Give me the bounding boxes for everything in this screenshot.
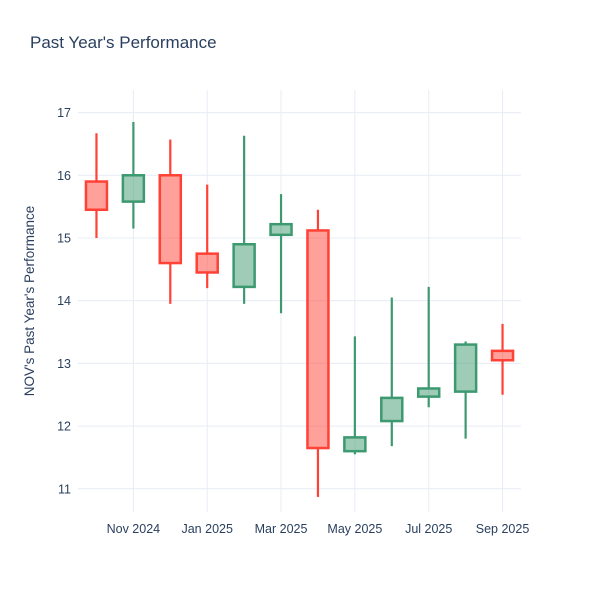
candle-body — [158, 174, 183, 265]
candle-aug-2025[interactable] — [453, 341, 478, 439]
candle-jan-2025[interactable] — [195, 184, 219, 289]
candle-nov-2024[interactable] — [121, 121, 146, 229]
x-tick-label: Jul 2025 — [405, 522, 452, 536]
x-tick-label: Jan 2025 — [181, 522, 232, 536]
y-tick-label: 16 — [57, 169, 71, 183]
candle-body — [343, 436, 367, 453]
y-tick-label: 14 — [57, 294, 71, 308]
y-tick-label: 17 — [57, 106, 71, 120]
candle-body — [84, 180, 109, 212]
x-tick-label: Sep 2025 — [476, 522, 530, 536]
candle-oct-2024[interactable] — [84, 133, 109, 238]
y-axis-title: NOV's Past Year's Performance — [22, 206, 37, 397]
candle-body — [306, 229, 330, 450]
candle-mar-2025[interactable] — [269, 194, 293, 314]
candle-body — [195, 252, 219, 274]
candle-feb-2025[interactable] — [232, 135, 256, 304]
candle-body — [490, 349, 515, 362]
candle-body — [269, 222, 293, 237]
candle-may-2025[interactable] — [343, 336, 367, 455]
y-tick-label: 12 — [57, 420, 71, 434]
candle-body — [416, 387, 441, 398]
candle-body — [232, 243, 256, 289]
x-tick-label: Mar 2025 — [255, 522, 308, 536]
y-tick-label: 11 — [58, 482, 71, 496]
candle-apr-2025[interactable] — [306, 209, 330, 497]
y-tick-label: 15 — [57, 231, 71, 245]
x-tick-label: May 2025 — [327, 522, 382, 536]
chart-title: Past Year's Performance — [30, 33, 217, 52]
x-tick-label: Nov 2024 — [107, 522, 161, 536]
candle-jun-2025[interactable] — [380, 297, 404, 447]
candle-body — [121, 174, 146, 203]
candle-sep-2025[interactable] — [490, 323, 515, 395]
candle-dec-2024[interactable] — [158, 139, 183, 304]
candle-body — [453, 343, 478, 393]
candle-jul-2025[interactable] — [416, 286, 441, 408]
y-tick-label: 13 — [57, 357, 71, 371]
candle-body — [380, 396, 404, 423]
